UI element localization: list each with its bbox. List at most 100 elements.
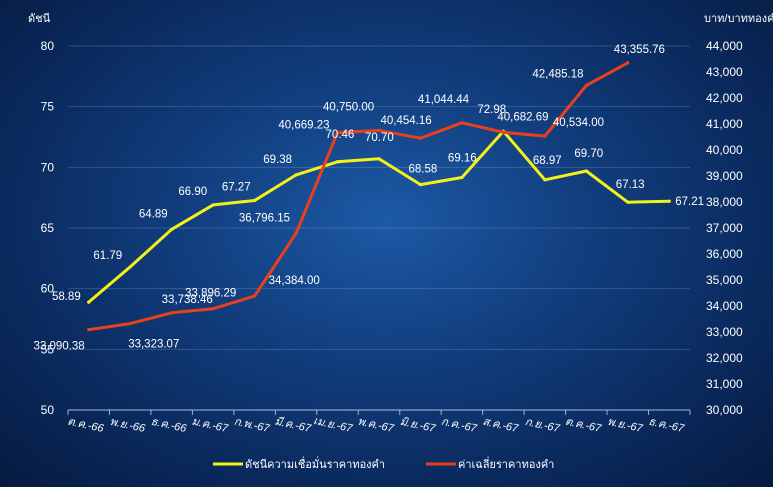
y-right-tick-label: 38,000 [706,195,743,209]
y-right-tick-label: 37,000 [706,221,743,235]
y-right-tick-label: 35,000 [706,273,743,287]
data-point-index [170,227,174,231]
data-label-index: 70.70 [365,132,394,144]
y-right-tick-label: 32,000 [706,351,743,365]
x-tick-label: ก.ย.-67 [524,416,562,435]
data-label-price: 40,534.00 [553,117,604,129]
data-point-price [170,311,174,315]
data-point-price [626,61,630,65]
data-label-price: 33,738.46 [162,294,213,306]
data-point-index [460,175,464,180]
data-label-price: 33,090.38 [34,341,85,353]
y-left-tick-label: 55 [41,342,55,356]
x-tick-label: ต.ค.-67 [564,416,603,436]
y-right-tick-label: 42,000 [706,91,743,105]
y-right-axis-title: บาท/บาททองคำ [704,13,773,25]
legend: ดัชนีความเชื่อมั่นราคาทองคำ ค่าเฉลี่ยราคา… [213,456,554,471]
x-tick-label: ม.ค.-67 [191,416,230,436]
y-right-tick-label: 31,000 [706,377,743,391]
data-label-price: 36,796.15 [239,212,290,224]
series-lines [87,61,671,332]
y-right-tick-label: 43,000 [706,65,743,79]
x-tick-label: ต.ค.-66 [66,416,105,436]
data-label-index: 67.21 [675,196,704,208]
data-label-index: 68.58 [408,164,437,176]
grid-lines [68,45,690,411]
y-left-tick-label: 80 [41,39,55,53]
data-labels: 58.89 61.79 64.89 66.90 67.27 69.38 70.46 70.70… [34,44,704,353]
data-point-price [335,131,340,135]
data-label-index: 69.38 [263,154,292,166]
data-point-index [377,157,381,161]
x-tick-label: ส.ค.-67 [481,416,520,435]
x-tick-label: มิ.ย.-67 [399,416,437,435]
y-left-axis-title: ดัชนี [28,12,51,25]
x-tick-label: ธ.ค.-66 [150,416,189,435]
y-left-tick-label: 65 [41,221,55,235]
y-left-tick-label: 60 [41,282,55,296]
data-point-price [128,322,132,326]
legend-label-price: ค่าเฉลี่ยราคาทองคำ [458,456,554,471]
x-tick-label: พ.ค.-67 [357,416,396,436]
data-point-price [87,328,91,332]
data-point-index [294,173,298,177]
data-label-index: 68.97 [533,155,562,167]
legend-label-index: ดัชนีความเชื่อมั่นราคาทองคำ [245,456,385,471]
x-tick-label: เม.ย.-67 [312,415,354,435]
data-label-index: 67.27 [222,181,251,193]
data-label-index: 61.79 [93,250,122,262]
data-point-price [418,136,423,140]
data-label-index: 64.89 [139,208,168,220]
x-tick-label: พ.ย.-66 [109,416,147,435]
data-label-price: 40,682.69 [497,111,548,123]
data-label-index: 58.89 [52,291,81,303]
data-point-index [253,198,257,203]
data-point-index [584,169,588,173]
data-label-price: 42,485.18 [532,68,583,80]
data-point-index [667,199,671,203]
data-point-price [377,128,381,133]
x-tick-label: พ.ย.-67 [606,416,644,435]
data-label-price: 40,454.16 [380,115,431,127]
data-label-index: 69.16 [448,153,477,165]
y-right-tick-label: 33,000 [706,325,743,339]
data-point-price [460,121,464,125]
data-label-index: 70.46 [326,129,355,141]
x-tick-label: ก.ค.-67 [440,416,479,435]
y-right-tick-label: 34,000 [706,299,743,313]
data-point-index [128,265,132,269]
data-label-price: 43,355.76 [614,44,665,56]
y-right-tick-label: 39,000 [706,169,743,183]
y-right-tick-label: 30,000 [706,403,743,417]
data-point-index [626,200,630,204]
data-point-index [87,300,91,304]
data-point-price [253,294,257,298]
data-label-index: 72.98 [477,104,506,116]
data-point-index [335,160,340,164]
x-tick-label: ก.พ.-67 [233,416,271,435]
data-point-price [294,231,298,235]
data-label-price: 33,896.29 [185,288,236,300]
y-left-tick-label: 70 [41,160,55,174]
data-label-index: 69.70 [574,148,603,160]
y-right-tick-label: 44,000 [706,39,743,53]
data-label-price: 40,669.23 [278,120,329,132]
data-point-price [211,307,215,311]
y-left-tick-label: 75 [41,100,55,114]
data-point-index [211,203,215,207]
data-label-price: 33,323.07 [128,339,179,351]
y-right-tick-label: 41,000 [706,117,743,131]
data-label-index: 66.90 [178,186,207,198]
data-label-price: 40,750.00 [323,102,374,114]
data-point-price [584,83,588,87]
data-label-index: 67.13 [616,179,645,191]
x-tick-label: ธ.ค.-67 [647,416,686,435]
data-label-price: 41,044.44 [418,94,470,106]
x-tick-label: มี.ค.-67 [274,415,313,436]
data-point-price [543,134,547,138]
axes: 50 55 60 65 70 75 80 30,000 31,000 32,000 33,000 34… [28,12,773,435]
data-point-index [418,182,423,187]
y-right-tick-label: 40,000 [706,143,743,157]
